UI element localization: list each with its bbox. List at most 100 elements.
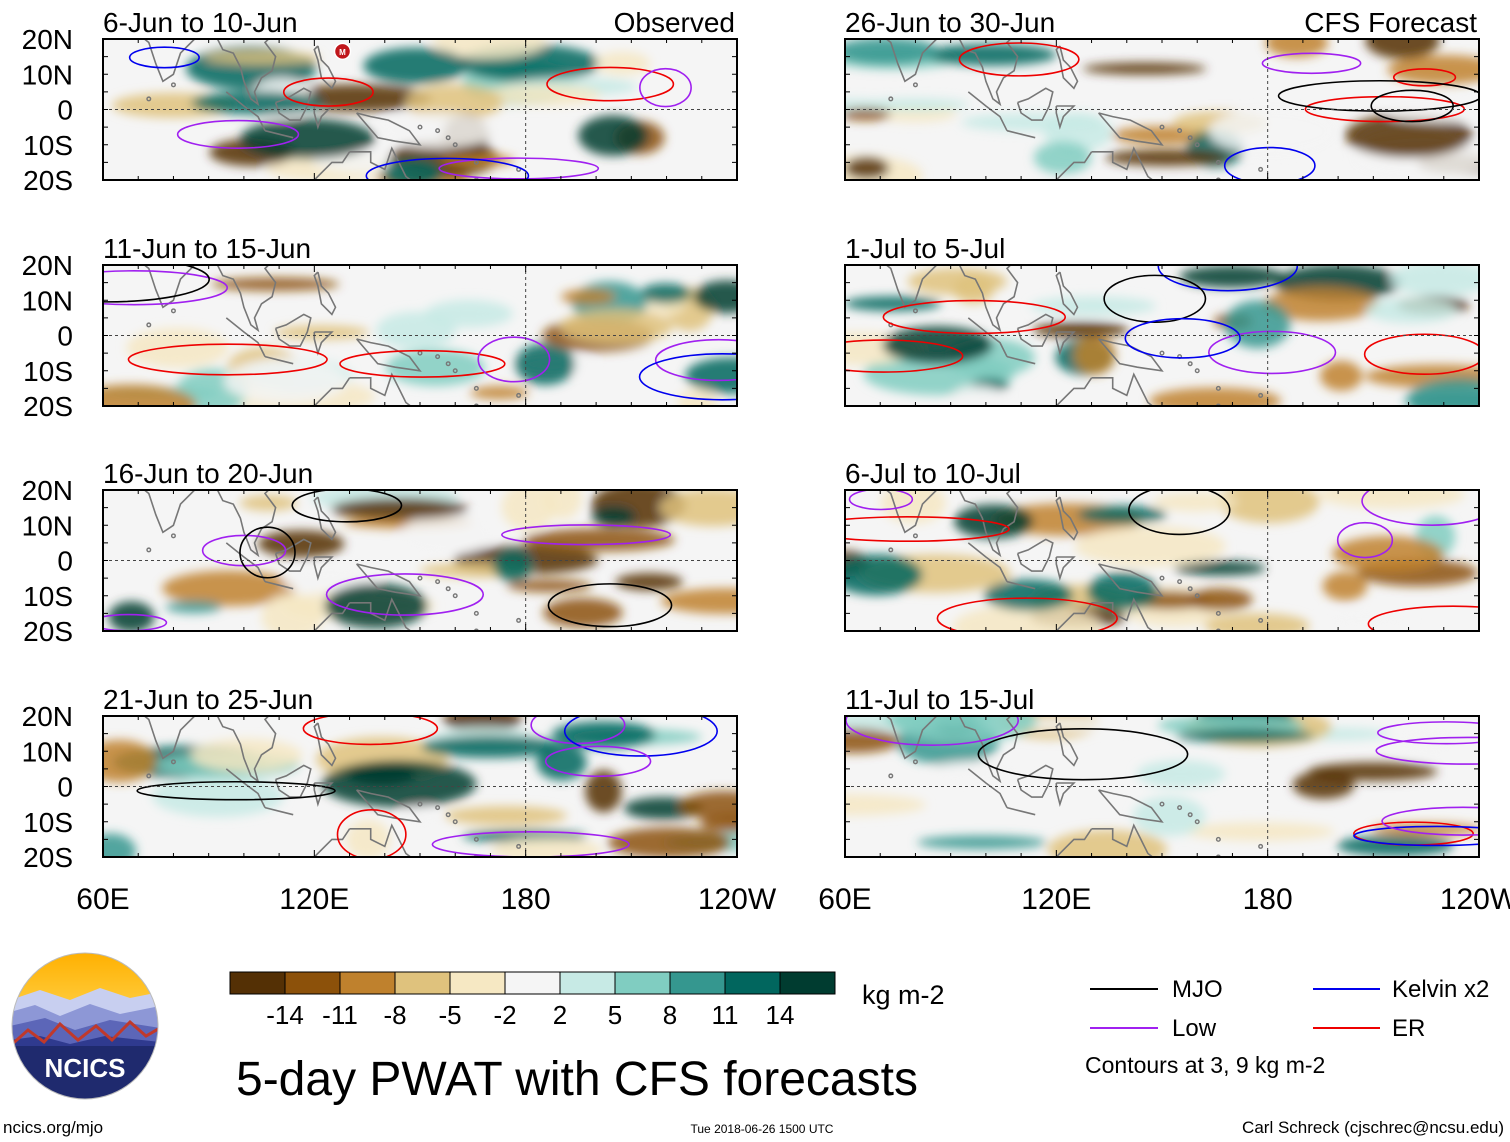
y-tick-label: 20S [23, 616, 73, 647]
y-tick-label: 0 [57, 546, 73, 577]
coastline [1055, 105, 1076, 130]
coastline [1091, 823, 1154, 857]
coastline [1055, 377, 1093, 406]
coastline [264, 355, 294, 365]
wave-contour [1208, 330, 1337, 375]
wave-contour [501, 524, 672, 546]
coastline [274, 87, 312, 121]
coastline [264, 806, 294, 816]
wave-contour [1223, 146, 1316, 180]
coastline [967, 91, 1008, 132]
y-tick-label: 10S [23, 130, 73, 161]
legend: MJO Kelvin x2 Low ER Contours at 3, 9 kg… [1085, 976, 1489, 1078]
legend-label-mjo: MJO [1172, 976, 1223, 1003]
y-tick-label: 10N [22, 736, 73, 767]
coastline [274, 313, 312, 347]
coastline [313, 556, 334, 581]
coastline [1097, 338, 1164, 372]
ncics-logo: NCICS [11, 952, 159, 1100]
wave-contour [1353, 825, 1479, 847]
wave-contour [127, 343, 328, 376]
wave-contour [339, 349, 506, 378]
coastline [355, 338, 422, 372]
wave-contour [325, 573, 485, 616]
x-tick-label: 120W [698, 883, 777, 916]
wave-contour [291, 490, 403, 523]
colorbar-swatch [339, 971, 396, 995]
anomaly-field [845, 490, 1479, 631]
coastline [967, 542, 1008, 582]
x-tick-label: 60E [818, 883, 871, 916]
wave-contour [128, 46, 200, 69]
coastline [143, 490, 277, 558]
wave-contour [639, 67, 692, 108]
colorbar-swatch [504, 971, 561, 995]
coastline [1091, 146, 1154, 180]
chart-title: 5-day PWAT with CFS forecasts [236, 1053, 918, 1106]
wave-contour [882, 299, 1067, 335]
colorbar-tick-label: 8 [663, 1000, 677, 1030]
panel: 11-Jun to 15-Jun [102, 233, 738, 407]
coastline [313, 331, 334, 356]
colorbar-tick-label: 14 [766, 1000, 795, 1030]
y-tick-label: 20N [22, 475, 73, 506]
wave-contour [977, 728, 1189, 781]
panel-date-label: 16-Jun to 20-Jun [103, 458, 313, 489]
y-tick-label: 0 [57, 95, 73, 126]
colorbar-swatch [284, 971, 341, 995]
y-tick-label: 10S [23, 807, 73, 838]
y-tick-label: 0 [57, 772, 73, 803]
coastline [355, 563, 422, 597]
legend-label-low: Low [1172, 1015, 1217, 1042]
coastline [143, 39, 277, 107]
y-tick-label: 0 [57, 321, 73, 352]
coastline [349, 597, 412, 631]
y-tick-label: 10S [23, 356, 73, 387]
colorbar-tick-label: 2 [553, 1000, 567, 1030]
coastline [1016, 313, 1054, 347]
wave-contour [1392, 68, 1457, 87]
coastline [225, 768, 266, 808]
y-tick-label: 20S [23, 842, 73, 873]
coastline [225, 542, 266, 582]
coastline [967, 768, 1008, 808]
coastline [1006, 355, 1036, 365]
wave-contour [282, 77, 374, 107]
coastline [1055, 496, 1079, 541]
coastline [885, 39, 1019, 107]
colorbar-tick-label: -8 [383, 1000, 406, 1030]
coastline [313, 45, 337, 90]
coastline [313, 782, 334, 807]
coastline [1091, 597, 1154, 631]
wave-contour [1128, 490, 1231, 536]
colorbar-swatch [779, 971, 836, 995]
coastline [355, 789, 422, 823]
coastline [1006, 806, 1036, 816]
coastline [225, 317, 266, 357]
coastline [1055, 782, 1076, 807]
panel-date-label: 26-Jun to 30-Jun [845, 7, 1055, 38]
y-tick-label: 20N [22, 24, 73, 55]
panel-date-label: 1-Jul to 5-Jul [845, 233, 1005, 264]
wave-contour [563, 716, 718, 757]
coastline [1055, 271, 1079, 316]
coastline [1091, 372, 1154, 406]
coastline [264, 580, 294, 590]
footer-timestamp: Tue 2018-06-26 1500 UTC [691, 1122, 834, 1136]
footer-author: Carl Schreck (cjschrec@ncsu.edu) [1242, 1118, 1504, 1137]
colorbar-swatch [449, 971, 506, 995]
colorbar-tick-label: -11 [322, 1000, 358, 1030]
colorbar-swatch [669, 971, 726, 995]
wave-contour [336, 809, 407, 857]
wave-contour [103, 270, 229, 306]
mjo-marker [333, 42, 352, 61]
coastline [313, 271, 337, 316]
anomaly-field [103, 277, 737, 406]
coastline [1016, 764, 1054, 798]
wave-contour [1277, 79, 1479, 112]
coastline [225, 91, 266, 132]
column-header: CFS Forecast [1304, 7, 1477, 38]
colorbar-units: kg m-2 [862, 980, 945, 1010]
panel: 26-Jun to 30-Jun CFS Forecast [844, 7, 1480, 181]
panel: 11-Jul to 15-Jul [844, 684, 1480, 858]
